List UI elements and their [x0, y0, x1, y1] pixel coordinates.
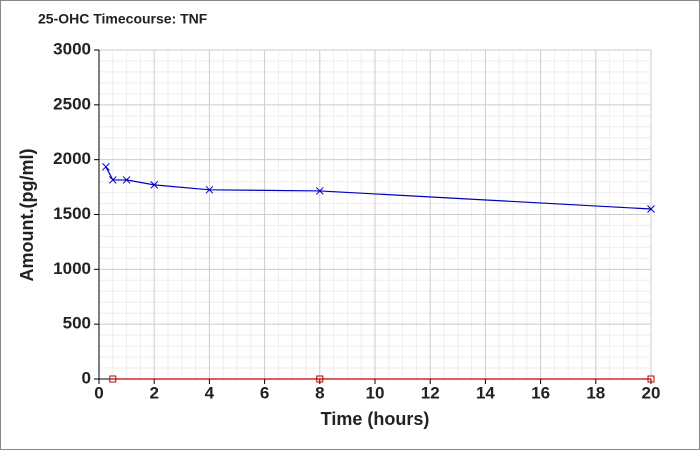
- x-tick-label: 14: [476, 383, 495, 402]
- y-tick-label: 1000: [53, 259, 91, 278]
- x-axis-label: Time (hours): [321, 409, 430, 429]
- marker: [647, 205, 655, 213]
- chart-title: 25-OHC Timecourse: TNF: [38, 11, 208, 27]
- marker: [315, 187, 324, 195]
- y-tick-label: 2500: [53, 94, 91, 113]
- marker: [647, 375, 655, 383]
- y-tick-label: 0: [82, 368, 91, 387]
- marker: [122, 176, 131, 184]
- x-tick-label: 8: [315, 383, 324, 402]
- y-axis-label: Amount.(pg/ml): [17, 149, 37, 282]
- marker: [109, 375, 117, 383]
- marker: [150, 181, 159, 189]
- marker: [316, 375, 324, 383]
- x-tick-label: 12: [421, 383, 440, 402]
- y-tick-label: 3000: [53, 39, 91, 58]
- y-tick-label: 500: [63, 314, 91, 333]
- y-tick-label: 1500: [53, 204, 91, 223]
- marker: [108, 176, 117, 184]
- marker: [205, 185, 214, 194]
- x-tick-label: 16: [531, 383, 550, 402]
- x-tick-label: 18: [586, 383, 605, 402]
- x-tick-label: 2: [149, 383, 158, 402]
- y-tick-label: 2000: [53, 149, 91, 168]
- x-tick-label: 20: [642, 383, 661, 402]
- x-tick-label: 6: [260, 383, 269, 402]
- marker: [102, 162, 110, 171]
- x-tick-label: 4: [205, 383, 215, 402]
- x-tick-label: 10: [366, 383, 385, 402]
- x-tick-label: 0: [94, 383, 103, 402]
